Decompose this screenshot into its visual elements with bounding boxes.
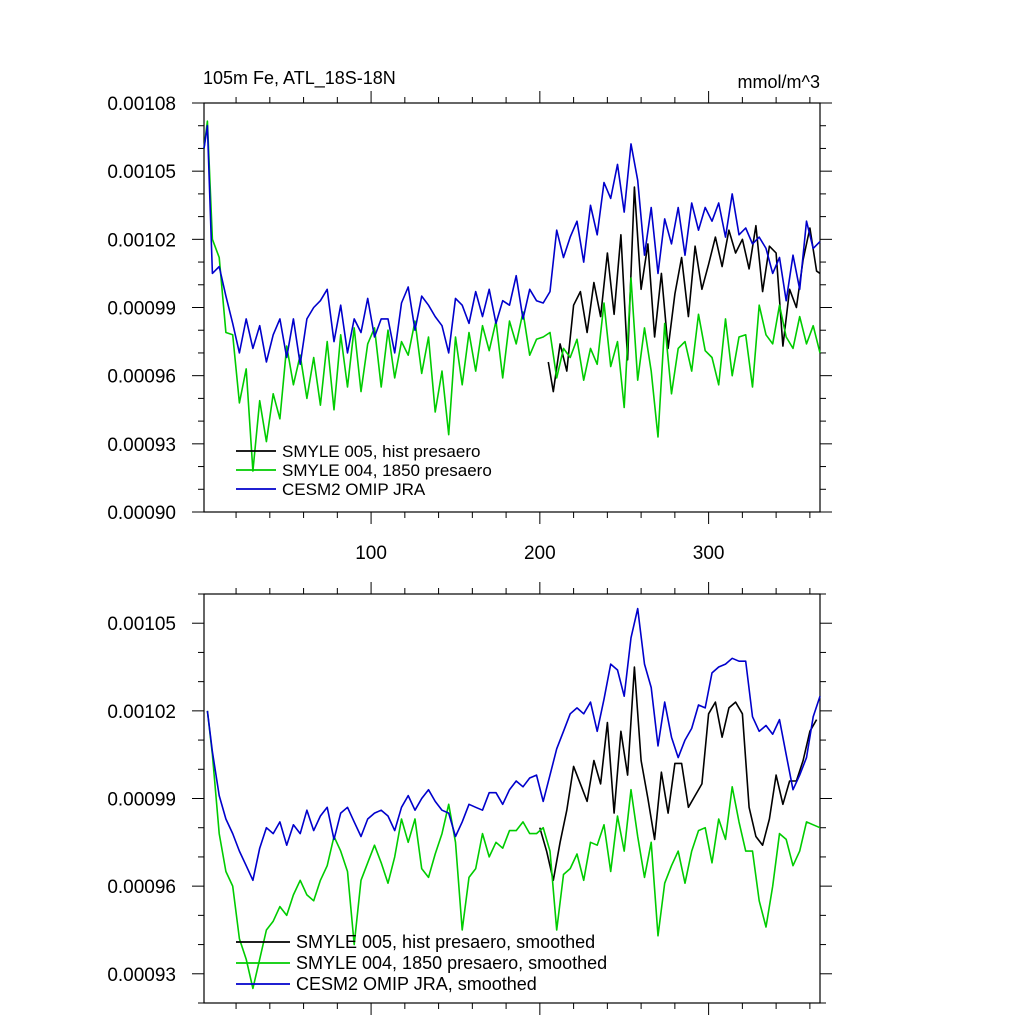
y-tick-label: 0.00102 [107, 230, 176, 251]
top-panel: 105m Fe, ATL_18S-18N mmol/m^3 100 200 300 0… [107, 68, 832, 564]
y-tick-label: 0.00102 [107, 702, 176, 723]
y-tick-label: 0.00105 [107, 614, 176, 635]
series-line [203, 120, 821, 472]
x-tick-label: 200 [524, 543, 556, 564]
series-line [206, 710, 821, 990]
y-tick-label: 0.00090 [107, 503, 176, 524]
axis-ticks: 100 200 300 0.00090 0.00093 0.00096 0.00099 0.0… [107, 91, 832, 564]
y-tick-label: 0.00099 [107, 790, 176, 811]
y-tick-label: 0.00108 [107, 94, 176, 115]
legend-label: SMYLE 004, 1850 presaero [282, 461, 492, 480]
legend-label: SMYLE 004, 1850 presaero, smoothed [296, 953, 607, 973]
series-line [539, 666, 818, 882]
legend-label: SMYLE 005, hist presaero, smoothed [296, 932, 595, 952]
series-line [206, 607, 821, 882]
series-group [203, 120, 821, 472]
series-line [547, 186, 821, 393]
chart-title: 105m Fe, ATL_18S-18N [203, 68, 396, 89]
x-tick-label: 300 [693, 543, 725, 564]
y-tick-label: 0.00099 [107, 299, 176, 320]
y-tick-label: 0.00096 [107, 367, 176, 388]
x-tick-label: 100 [355, 543, 387, 564]
units-label: mmol/m^3 [738, 72, 820, 92]
y-tick-label: 0.00093 [107, 965, 176, 986]
legend: SMYLE 005, hist presaero, smoothedSMYLE … [236, 932, 607, 994]
series-group [206, 607, 821, 990]
legend-label: SMYLE 005, hist presaero [282, 442, 480, 461]
bottom-panel: 0.00093 0.00096 0.00099 0.00102 0.00105 SMYL… [107, 582, 832, 1015]
y-tick-label: 0.00096 [107, 877, 176, 898]
y-tick-label: 0.00093 [107, 435, 176, 456]
legend-label: CESM2 OMIP JRA, smoothed [296, 974, 537, 994]
axis-ticks: 0.00093 0.00096 0.00099 0.00102 0.00105 [107, 582, 832, 1015]
series-line [203, 124, 821, 366]
y-tick-label: 0.00105 [107, 162, 176, 183]
legend-label: CESM2 OMIP JRA [282, 480, 426, 499]
